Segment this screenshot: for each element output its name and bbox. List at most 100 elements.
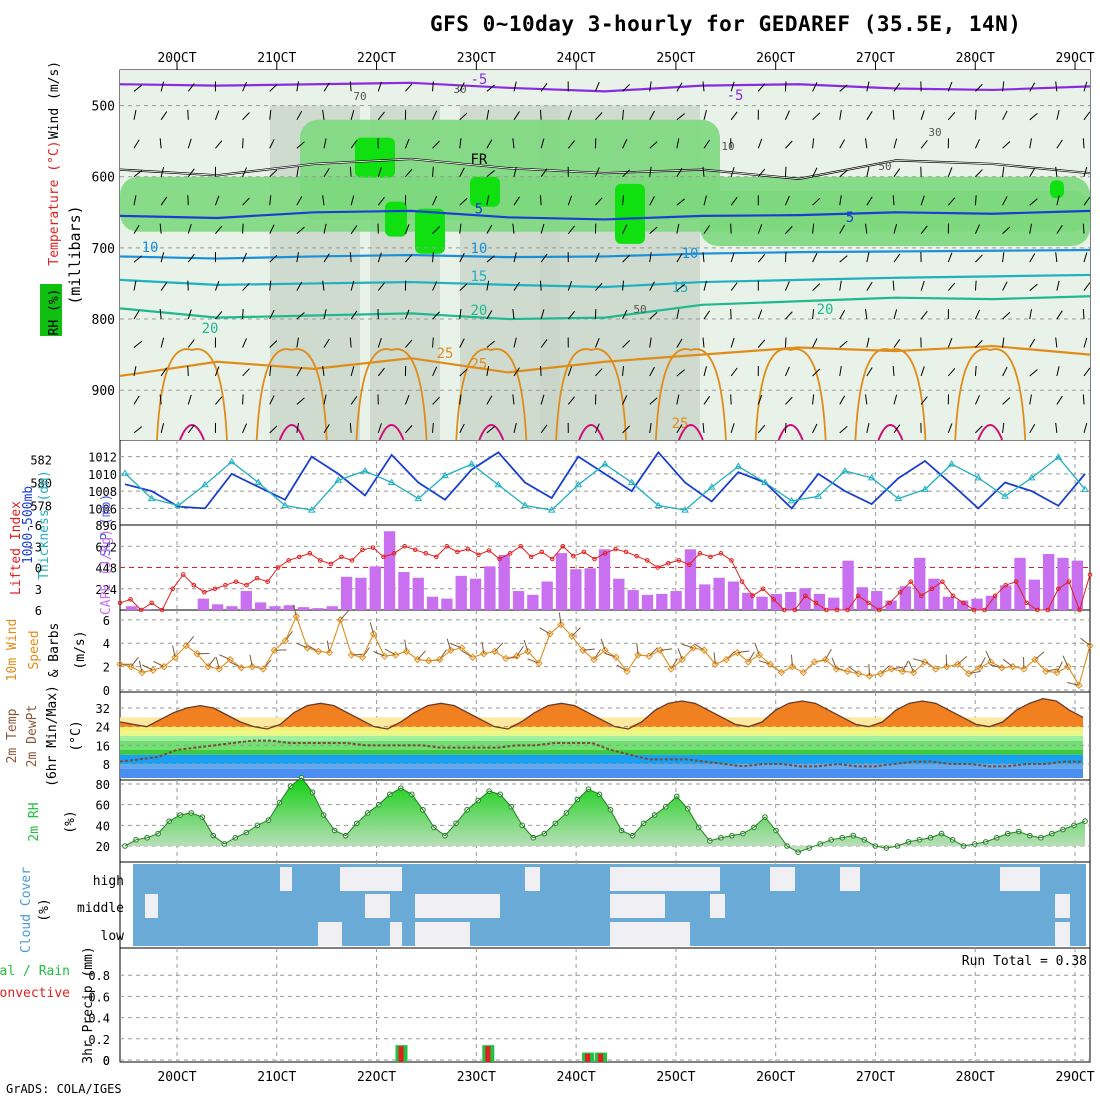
wind-barb bbox=[486, 195, 490, 206]
wind-barb bbox=[839, 195, 842, 206]
wind-barb bbox=[920, 366, 925, 377]
li-point bbox=[750, 593, 755, 599]
wind-barb bbox=[296, 252, 299, 263]
wind-barb bbox=[893, 309, 898, 320]
wind-barb bbox=[839, 84, 848, 92]
wind-barb bbox=[459, 423, 465, 434]
wind-tick-label: 4 bbox=[103, 637, 110, 651]
wind-barb bbox=[812, 167, 818, 177]
wind-barb bbox=[812, 112, 821, 121]
thickness-axis-label-2: Thickness (dm) bbox=[37, 470, 52, 580]
wind-barb bbox=[839, 395, 846, 405]
wind-barb bbox=[405, 425, 413, 434]
wind-speed-point bbox=[446, 646, 455, 654]
wind-barb bbox=[893, 168, 901, 178]
wind-barb-10m bbox=[660, 648, 673, 651]
wind-barb bbox=[349, 422, 352, 433]
wind-barb bbox=[622, 224, 628, 234]
li-point bbox=[539, 549, 545, 555]
wind-barb-10m bbox=[1067, 681, 1080, 686]
wind-barb bbox=[160, 196, 168, 206]
isotherm-label: -5 bbox=[470, 72, 487, 88]
isotherm-label: 25 bbox=[470, 356, 487, 372]
li-point bbox=[1013, 579, 1019, 584]
wind-barb-10m bbox=[1062, 655, 1069, 667]
precip-convective-bar bbox=[598, 1053, 604, 1062]
top-day-label: 25OCT bbox=[656, 51, 695, 66]
warm-isotherm-loop bbox=[555, 348, 627, 441]
wind-barb bbox=[242, 81, 247, 92]
wind-barb bbox=[1055, 81, 1058, 92]
wind-barb bbox=[350, 139, 358, 149]
wind-barb bbox=[160, 111, 168, 121]
wind-barb bbox=[377, 111, 385, 121]
isotherm-label: 5 bbox=[475, 201, 483, 217]
wind-barb bbox=[539, 365, 542, 376]
isotherm-label: 20 bbox=[202, 321, 219, 337]
wind-barb-10m bbox=[737, 650, 750, 654]
wind-barb-10m bbox=[340, 610, 349, 621]
li-point bbox=[866, 600, 871, 606]
wind-barb bbox=[540, 309, 545, 320]
wind-speed-point bbox=[1031, 655, 1039, 664]
wind-barb-10m bbox=[848, 666, 859, 675]
wind-barb bbox=[649, 226, 658, 235]
wind-barb bbox=[595, 197, 603, 206]
wind-barb bbox=[676, 424, 683, 434]
cape-tick-label: 896 bbox=[95, 519, 117, 533]
wind-speed-point bbox=[557, 620, 565, 629]
rh-axis-label: RH (%) bbox=[47, 289, 62, 336]
rh-saturated-zone bbox=[615, 183, 645, 244]
cloud-clear-gap bbox=[1055, 922, 1070, 946]
wind-barb-10m bbox=[693, 643, 705, 651]
rh-fill-layer bbox=[120, 70, 1090, 441]
wind-barb bbox=[702, 166, 705, 177]
wind-speed-point bbox=[248, 662, 256, 671]
wind-barb bbox=[1002, 311, 1011, 320]
wind-barb bbox=[893, 82, 901, 92]
cloud-clear-gap bbox=[1000, 867, 1040, 891]
wind-barb bbox=[187, 424, 195, 434]
isotherm-5 bbox=[119, 209, 1091, 221]
bottom-day-label: 27OCT bbox=[856, 1070, 895, 1085]
wind-barb bbox=[892, 195, 895, 206]
panel-frame-th bbox=[119, 439, 1091, 526]
wind-barb-10m bbox=[516, 645, 524, 657]
wind-barb bbox=[866, 367, 873, 377]
precip-convective-label: Convective bbox=[0, 986, 70, 1001]
li-point bbox=[1003, 582, 1008, 588]
cape-bar bbox=[1028, 579, 1041, 610]
rh-axis-label-1: 2m RH bbox=[27, 802, 42, 841]
wind-barb-10m bbox=[979, 656, 986, 669]
wind-barb bbox=[486, 224, 493, 234]
wind-barb bbox=[404, 309, 410, 320]
wind-barb bbox=[432, 252, 434, 263]
wind-axis-label-2: Speed bbox=[27, 630, 42, 669]
wind-barb bbox=[1056, 310, 1063, 320]
cloud-clear-gap bbox=[610, 894, 665, 918]
wind-barb-10m bbox=[908, 661, 915, 673]
wind-barb bbox=[785, 140, 793, 149]
cloud-clear-gap bbox=[365, 894, 390, 918]
cape-bar bbox=[226, 606, 238, 610]
wind-barb-10m bbox=[142, 664, 154, 671]
rh-area bbox=[125, 777, 1085, 853]
li-point bbox=[897, 589, 903, 595]
wind-barb-10m bbox=[138, 660, 143, 673]
wind-barb-10m bbox=[153, 660, 165, 668]
li-point bbox=[855, 593, 861, 599]
slp-tick-label: 1006 bbox=[88, 502, 117, 516]
wind-barb bbox=[757, 394, 763, 405]
wind-barb-10m bbox=[523, 639, 529, 652]
wind-barb bbox=[812, 423, 818, 434]
wind-barb bbox=[676, 113, 685, 121]
li-point bbox=[1066, 579, 1072, 584]
wind-barb bbox=[540, 424, 548, 434]
wind-barb bbox=[323, 253, 330, 263]
wind-barb bbox=[242, 309, 244, 320]
rh-legend-swatch bbox=[40, 284, 62, 336]
wind-barb bbox=[512, 309, 515, 320]
isotherm-label: 10 bbox=[682, 246, 699, 262]
wind-barb-10m bbox=[825, 648, 832, 660]
cape-bar bbox=[541, 581, 553, 610]
